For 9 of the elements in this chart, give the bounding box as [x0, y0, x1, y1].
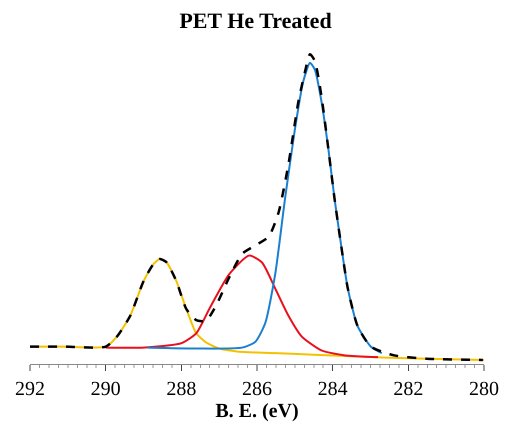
x-tick-label: 284	[318, 378, 348, 400]
x-tick-label: 290	[90, 378, 121, 400]
x-tick-label: 282	[393, 378, 424, 400]
x-tick-label: 286	[242, 378, 272, 400]
x-tick-label: 280	[469, 378, 499, 400]
x-tick-label: 288	[166, 378, 196, 400]
chart-title: PET He Treated	[179, 8, 332, 34]
x-tick-label: 292	[15, 378, 45, 400]
x-axis-title: B. E. (eV)	[215, 400, 299, 422]
